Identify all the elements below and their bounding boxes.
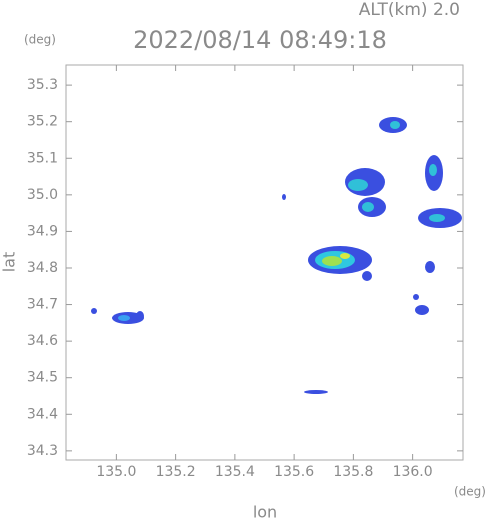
- y-tick-label: 34.8: [27, 260, 58, 276]
- y-axis-label: lat: [0, 252, 19, 273]
- subtitle: ALT(km) 2.0: [359, 0, 460, 20]
- y-tick-label: 35.3: [27, 77, 58, 93]
- y-tick-label: 34.6: [27, 333, 58, 349]
- plot-frame: [65, 64, 464, 461]
- x-tick-label: 135.8: [333, 464, 373, 480]
- y-tick-label: 34.9: [27, 223, 58, 239]
- y-tick-label: 34.3: [27, 443, 58, 459]
- x-tick-label: 135.4: [215, 464, 255, 480]
- y-tick-label: 34.7: [27, 297, 58, 313]
- y-unit: (deg): [24, 33, 56, 47]
- y-tick-label: 35.1: [27, 150, 58, 166]
- x-tick-label: 136.0: [393, 464, 433, 480]
- y-tick-label: 34.5: [27, 370, 58, 386]
- x-tick-label: 135.0: [96, 464, 136, 480]
- chart-title: 2022/08/14 08:49:18: [133, 26, 387, 54]
- x-axis-label: lon: [253, 503, 277, 521]
- x-unit: (deg): [454, 485, 486, 499]
- x-tick-label: 135.6: [274, 464, 314, 480]
- radar-echoes: [91, 117, 462, 394]
- y-tick-label: 34.4: [27, 406, 58, 422]
- y-tick-label: 35.0: [27, 187, 58, 203]
- y-tick-label: 35.2: [27, 114, 58, 130]
- x-tick-label: 135.2: [156, 464, 196, 480]
